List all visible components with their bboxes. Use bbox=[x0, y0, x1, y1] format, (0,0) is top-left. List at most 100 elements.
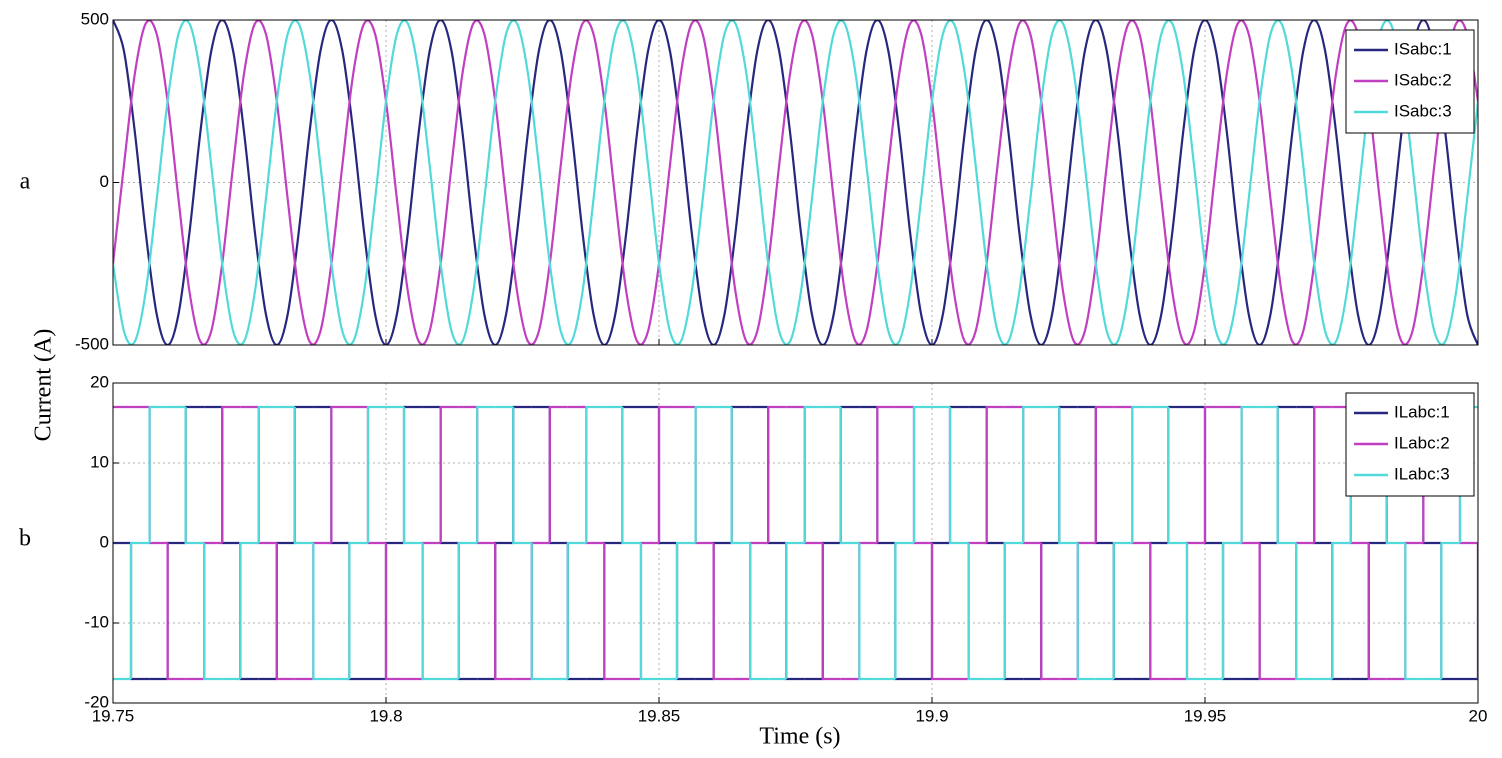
x-tick-label: 19.85 bbox=[638, 706, 681, 725]
line-segment bbox=[293, 407, 314, 545]
x-tick-label: 20 bbox=[1469, 706, 1488, 725]
line-segment bbox=[257, 405, 277, 543]
line-segment bbox=[785, 541, 805, 679]
y-tick-label: 0 bbox=[100, 532, 109, 551]
y-tick-label: -500 bbox=[75, 334, 109, 353]
line-segment bbox=[1003, 541, 1024, 679]
line-segment bbox=[821, 543, 841, 681]
line-segment bbox=[876, 405, 896, 543]
line-segment bbox=[1440, 541, 1460, 679]
line-segment bbox=[1404, 543, 1424, 681]
line-segment bbox=[494, 543, 514, 681]
line-segment bbox=[621, 407, 641, 545]
line-segment bbox=[166, 543, 186, 681]
y-tick-label: 0 bbox=[100, 172, 109, 191]
x-tick-label: 19.75 bbox=[92, 706, 135, 725]
line-segment bbox=[967, 543, 987, 681]
line-segment bbox=[548, 405, 568, 543]
line-segment bbox=[657, 405, 678, 543]
panel-label: a bbox=[20, 169, 31, 195]
line-segment bbox=[1367, 543, 1387, 681]
line-segment bbox=[675, 541, 696, 679]
series-group bbox=[113, 20, 1478, 345]
y-tick-label: 500 bbox=[81, 9, 109, 28]
line-segment bbox=[203, 543, 223, 681]
line-segment bbox=[566, 541, 587, 679]
line-segment bbox=[1058, 407, 1078, 545]
legend-label: ISabc:2 bbox=[1394, 70, 1452, 89]
line-segment bbox=[730, 407, 751, 545]
line-segment bbox=[476, 405, 496, 543]
legend-label: ILabc:2 bbox=[1394, 433, 1450, 452]
line-segment bbox=[858, 543, 878, 681]
line-segment bbox=[1149, 543, 1169, 681]
legend-label: ILabc:3 bbox=[1394, 464, 1450, 483]
line-segment bbox=[948, 407, 969, 545]
line-segment bbox=[1331, 541, 1351, 679]
line-segment bbox=[767, 405, 787, 543]
line-segment bbox=[1221, 541, 1242, 679]
x-tick-label: 19.9 bbox=[915, 706, 948, 725]
line-segment bbox=[1131, 405, 1151, 543]
line-segment bbox=[712, 543, 732, 681]
line-segment bbox=[803, 405, 823, 543]
line-segment bbox=[402, 407, 423, 545]
line-segment bbox=[366, 405, 386, 543]
line-segment bbox=[457, 541, 478, 679]
line-segment bbox=[129, 541, 150, 679]
line-segment bbox=[985, 405, 1005, 543]
y-tick-label: -20 bbox=[84, 692, 109, 711]
line-segment bbox=[749, 543, 769, 681]
line-segment bbox=[1185, 543, 1205, 681]
line-segment bbox=[312, 543, 332, 681]
y-axis-label: Current (A) bbox=[31, 329, 57, 442]
line-segment bbox=[421, 543, 441, 681]
line-segment bbox=[1313, 405, 1333, 543]
line-segment bbox=[348, 541, 368, 679]
line-segment bbox=[1094, 405, 1114, 543]
line-segment bbox=[148, 405, 168, 543]
x-tick-label: 19.8 bbox=[369, 706, 402, 725]
line-segment bbox=[585, 405, 605, 543]
line-segment bbox=[930, 543, 951, 681]
line-segment bbox=[1258, 543, 1278, 681]
line-segment bbox=[1112, 541, 1133, 679]
line-segment bbox=[275, 543, 295, 681]
line-segment bbox=[530, 543, 550, 681]
y-tick-label: -10 bbox=[84, 612, 109, 631]
axes-frame bbox=[112, 382, 1479, 704]
line-segment bbox=[184, 407, 205, 545]
axes-frame bbox=[112, 19, 1479, 346]
panel-label: b bbox=[19, 526, 31, 552]
line-segment bbox=[512, 407, 532, 545]
line-segment bbox=[1076, 543, 1096, 681]
line bbox=[113, 20, 1478, 345]
legend-label: ISabc:3 bbox=[1394, 101, 1452, 120]
line-segment bbox=[603, 543, 623, 681]
x-axis-label: Time (s) bbox=[759, 724, 840, 750]
x-tick-label: 19.95 bbox=[1184, 706, 1227, 725]
line bbox=[113, 20, 1478, 345]
line-segment bbox=[894, 541, 914, 679]
line-segment bbox=[1040, 543, 1060, 681]
line-segment bbox=[239, 541, 259, 679]
y-tick-label: 10 bbox=[90, 452, 109, 471]
line-segment bbox=[1276, 407, 1297, 545]
line bbox=[113, 20, 1478, 345]
line-segment bbox=[912, 405, 932, 543]
line-segment bbox=[639, 543, 659, 681]
line-segment bbox=[221, 405, 241, 543]
y-tick-label: 20 bbox=[90, 372, 109, 391]
legend-label: ILabc:1 bbox=[1394, 402, 1450, 421]
line-segment bbox=[1022, 405, 1042, 543]
line-segment bbox=[1240, 405, 1260, 543]
line-segment bbox=[694, 405, 714, 543]
line-segment bbox=[384, 543, 405, 681]
line-segment bbox=[1167, 407, 1187, 545]
line-segment bbox=[839, 407, 860, 545]
line-segment bbox=[439, 405, 459, 543]
legend-label: ISabc:1 bbox=[1394, 39, 1452, 58]
line-segment bbox=[1203, 405, 1224, 543]
line-segment bbox=[1295, 543, 1315, 681]
